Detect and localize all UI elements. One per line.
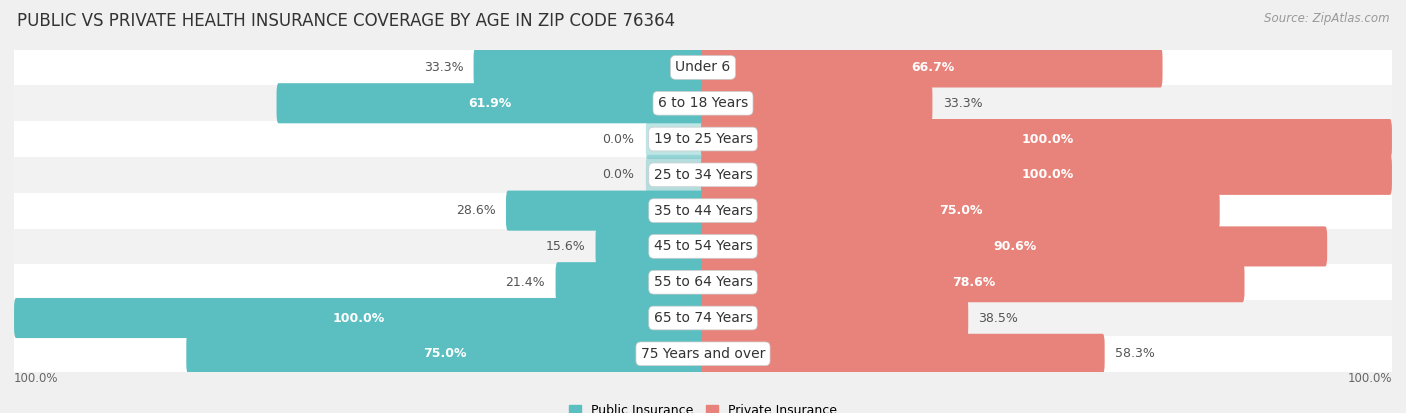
Text: 66.7%: 66.7%: [911, 61, 955, 74]
Text: 19 to 25 Years: 19 to 25 Years: [654, 132, 752, 146]
Bar: [14, 193, 1392, 228]
Text: 0.0%: 0.0%: [602, 133, 634, 145]
FancyBboxPatch shape: [702, 334, 1105, 374]
Text: Under 6: Under 6: [675, 60, 731, 74]
Text: 28.6%: 28.6%: [456, 204, 496, 217]
FancyBboxPatch shape: [702, 47, 1163, 88]
Text: 55 to 64 Years: 55 to 64 Years: [654, 275, 752, 289]
Text: 25 to 34 Years: 25 to 34 Years: [654, 168, 752, 182]
FancyBboxPatch shape: [596, 226, 704, 266]
Bar: [14, 50, 1392, 85]
FancyBboxPatch shape: [702, 83, 932, 123]
FancyBboxPatch shape: [645, 119, 704, 159]
Text: 100.0%: 100.0%: [14, 372, 59, 385]
Bar: [14, 157, 1392, 193]
FancyBboxPatch shape: [702, 226, 1327, 266]
Text: 33.3%: 33.3%: [423, 61, 463, 74]
FancyBboxPatch shape: [702, 155, 1392, 195]
Bar: [14, 228, 1392, 264]
FancyBboxPatch shape: [506, 190, 704, 231]
Text: 100.0%: 100.0%: [1021, 133, 1074, 145]
Bar: [14, 300, 1392, 336]
Text: 35 to 44 Years: 35 to 44 Years: [654, 204, 752, 218]
FancyBboxPatch shape: [186, 334, 704, 374]
Bar: [14, 264, 1392, 300]
Text: 45 to 54 Years: 45 to 54 Years: [654, 240, 752, 254]
Bar: [14, 336, 1392, 372]
FancyBboxPatch shape: [555, 262, 704, 302]
Text: 100.0%: 100.0%: [1347, 372, 1392, 385]
Text: 75 Years and over: 75 Years and over: [641, 347, 765, 361]
FancyBboxPatch shape: [702, 298, 969, 338]
Text: Source: ZipAtlas.com: Source: ZipAtlas.com: [1264, 12, 1389, 25]
Text: 58.3%: 58.3%: [1115, 347, 1154, 360]
Text: 6 to 18 Years: 6 to 18 Years: [658, 96, 748, 110]
Text: 38.5%: 38.5%: [979, 311, 1018, 325]
FancyBboxPatch shape: [474, 47, 704, 88]
Text: 0.0%: 0.0%: [602, 169, 634, 181]
Text: PUBLIC VS PRIVATE HEALTH INSURANCE COVERAGE BY AGE IN ZIP CODE 76364: PUBLIC VS PRIVATE HEALTH INSURANCE COVER…: [17, 12, 675, 31]
Legend: Public Insurance, Private Insurance: Public Insurance, Private Insurance: [568, 404, 838, 413]
Bar: [14, 85, 1392, 121]
Text: 65 to 74 Years: 65 to 74 Years: [654, 311, 752, 325]
FancyBboxPatch shape: [702, 190, 1219, 231]
Text: 21.4%: 21.4%: [506, 276, 546, 289]
Text: 75.0%: 75.0%: [423, 347, 467, 360]
Text: 33.3%: 33.3%: [943, 97, 983, 110]
Text: 75.0%: 75.0%: [939, 204, 983, 217]
FancyBboxPatch shape: [14, 298, 704, 338]
Text: 90.6%: 90.6%: [994, 240, 1036, 253]
FancyBboxPatch shape: [702, 119, 1392, 159]
Text: 100.0%: 100.0%: [332, 311, 385, 325]
FancyBboxPatch shape: [277, 83, 704, 123]
Text: 100.0%: 100.0%: [1021, 169, 1074, 181]
Bar: [14, 121, 1392, 157]
Text: 15.6%: 15.6%: [546, 240, 585, 253]
Text: 61.9%: 61.9%: [468, 97, 512, 110]
FancyBboxPatch shape: [645, 155, 704, 195]
Text: 78.6%: 78.6%: [952, 276, 995, 289]
FancyBboxPatch shape: [702, 262, 1244, 302]
